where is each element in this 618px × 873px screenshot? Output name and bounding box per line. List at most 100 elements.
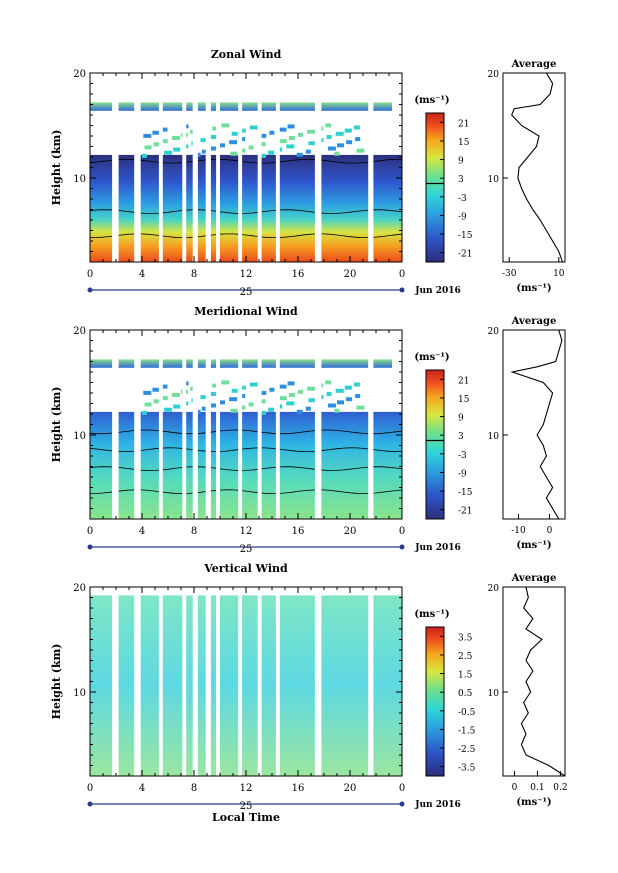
x-tick-label: 0 [87,783,93,794]
heatmap-patch [162,396,168,401]
heatmap-patch [279,396,287,401]
x-tick-label: 16 [292,269,305,280]
data-gap [192,330,198,519]
heatmap-patch [326,134,332,139]
heatmap-patch [269,387,275,392]
data-gap [158,587,163,776]
day-label: 25 [240,287,253,298]
date-label: Jun 2016 [414,543,461,553]
heatmap-patch [221,380,230,385]
heatmap-patch [212,126,218,131]
heatmap-patch [305,149,311,154]
heatmap-patch [201,149,209,154]
average-title: Average [511,316,557,327]
heatmap-patch [210,403,217,408]
x-tick-label: 0 [399,526,405,537]
heatmap-patch [239,405,246,410]
data-gap [238,587,243,776]
heatmap-patch [260,390,267,395]
colorbar-tick-label: 15 [458,138,470,148]
colorbar-tick-label: -9 [458,469,467,479]
data-gap [205,587,211,776]
heatmap-patch [326,391,332,396]
heatmap-patch [161,127,168,132]
heatmap-patch [278,127,287,132]
average-y-tick-label: 10 [488,689,500,699]
colorbar-tick-label: -3 [458,194,467,204]
average-profile-line [510,329,563,520]
average-x-tick-label: 0 [547,526,553,536]
heatmap-patch [288,136,295,140]
heatmap-patch [334,408,340,413]
data-gap [368,73,374,262]
average-y-tick-label: 10 [488,175,500,185]
heatmap-patch [173,147,181,152]
x-tick-label: 20 [344,269,357,280]
heatmap-patch [298,389,303,394]
average-y-tick-label: 20 [488,70,500,80]
average-x-tick-label: 0.1 [530,783,544,793]
colorbar-tick-label: -9 [458,212,467,222]
average-frame [502,329,566,520]
data-gap [275,73,280,262]
colorbar-tick-label: -15 [458,231,473,241]
heatmap-patch [279,139,287,144]
heatmap-patch [220,143,225,148]
y-tick-label: 20 [73,583,86,594]
heatmap-patch [200,138,209,143]
data-gap [216,587,220,776]
heatmap-patch [355,137,361,142]
heatmap-patch [307,129,316,134]
x-tick-label: 16 [292,526,305,537]
heatmap-patch [161,384,168,389]
heatmap-patch [307,386,316,391]
colorbar-tick-label: 15 [458,395,470,405]
heatmap-patch [325,123,332,128]
colorbar [425,112,445,263]
data-gap [275,330,280,519]
panel-1: Meridional Wind 0 4 8 12 16 20 0 10 20 Height (km)… [50,305,566,555]
heatmap-patch [153,399,160,404]
data-gap [192,73,198,262]
colorbar-tick-label: 3 [458,432,464,442]
heatmap-patch [162,139,168,144]
colorbar-unit: (ms⁻¹) [414,352,449,363]
heatmap-patch [142,153,147,158]
x-tick-label: 4 [139,526,145,537]
heatmap-patch [337,143,344,148]
data-gap [314,330,322,519]
average-x-tick-label: 0.2 [553,783,567,793]
heatmap-patch [248,145,254,150]
data-gap [112,587,119,776]
date-bar-end [399,544,405,550]
heatmap-patch [257,399,266,404]
heatmap-patch [152,387,160,392]
contour-line [89,209,403,214]
heatmap-patch [212,383,218,388]
data-gap [182,73,187,262]
heatmap-patch [144,145,152,150]
heatmap-patch [308,141,316,146]
data-gap [257,330,262,519]
colorbar-tick-label: -3 [458,451,467,461]
heatmap-patch [286,401,295,406]
heatmap-field [90,154,402,262]
heatmap-patch [209,391,217,396]
heatmap-patch [335,131,344,136]
date-label: Jun 2016 [414,286,461,296]
average-x-tick-label: 10 [553,269,565,279]
average-frame [502,72,566,263]
heatmap-field [90,595,402,776]
data-gap [112,330,119,519]
y-axis-label: Height (km) [50,387,63,463]
data-gap [134,330,141,519]
data-gap [112,73,119,262]
date-bar-end [399,287,405,293]
average-x-tick-label: -30 [502,269,517,279]
x-tick-label: 4 [139,783,145,794]
heatmap-patch [259,410,266,415]
heatmap-patch [171,136,180,140]
heatmap-patch [231,131,238,136]
heatmap-patch [346,397,353,402]
data-gap [192,587,198,776]
